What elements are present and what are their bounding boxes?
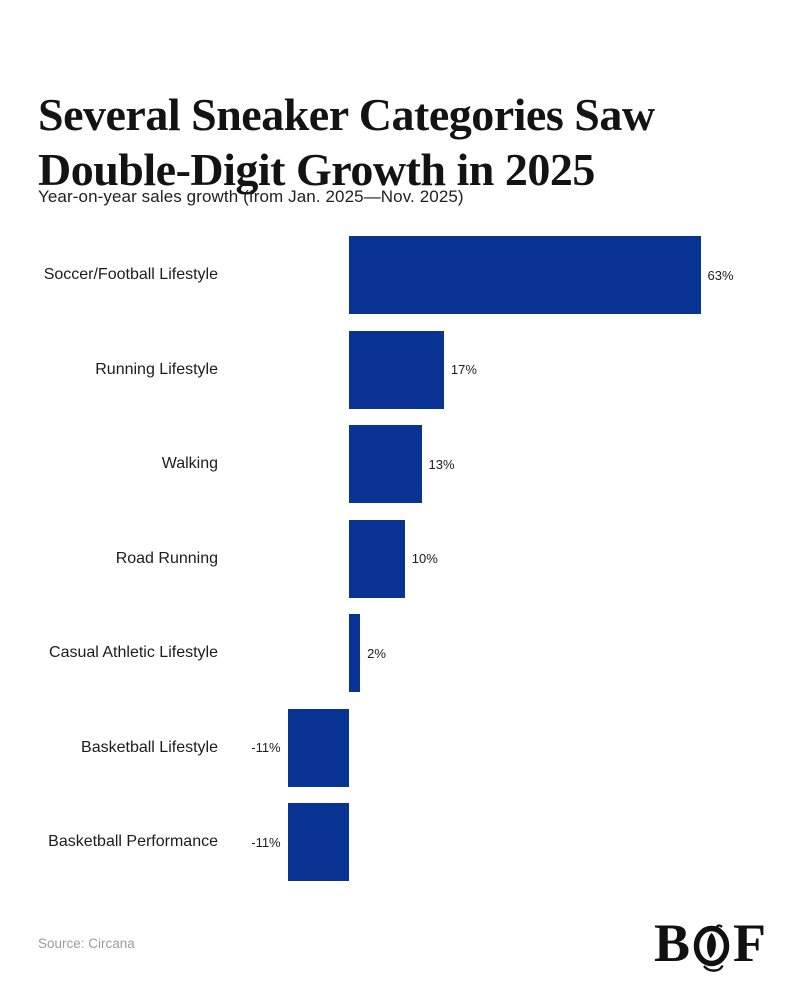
bar-chart: Soccer/Football Lifestyle 63% Running Life…	[0, 228, 800, 890]
bar	[287, 803, 349, 882]
category-label: Running Lifestyle	[95, 360, 218, 378]
bar	[287, 708, 349, 787]
chart-row: Basketball Lifestyle -11%	[0, 701, 800, 796]
logo-letter-f: F	[733, 913, 766, 973]
category-label: Walking	[161, 455, 218, 473]
chart-row: Soccer/Football Lifestyle 63%	[0, 228, 800, 323]
bar	[349, 425, 422, 504]
value-label: -11%	[251, 740, 281, 756]
logo-o-icon	[691, 916, 732, 974]
category-label: Casual Athletic Lifestyle	[49, 644, 218, 662]
value-label: 2%	[367, 645, 386, 661]
bar	[349, 614, 361, 693]
page-title: Several Sneaker Categories Saw Double-Dig…	[38, 87, 778, 197]
bof-logo: B F	[654, 916, 766, 974]
category-label: Basketball Lifestyle	[81, 738, 218, 756]
title-line: Several Sneaker Categories Saw	[38, 88, 655, 140]
category-label: Basketball Performance	[48, 833, 218, 851]
chart-row: Basketball Performance -11%	[0, 795, 800, 890]
value-label: -11%	[251, 834, 281, 850]
bar	[349, 236, 701, 315]
value-label: 17%	[450, 362, 477, 378]
bar	[349, 519, 405, 598]
chart-subtitle: Year-on-year sales growth (from Jan. 202…	[38, 187, 464, 206]
title-line: Double-Digit Growth in 2025	[38, 143, 595, 195]
value-label: 63%	[707, 267, 734, 283]
chart-row: Running Lifestyle 17%	[0, 323, 800, 418]
category-label: Soccer/Football Lifestyle	[43, 266, 218, 284]
logo-letter-b: B	[653, 913, 690, 973]
value-label: 10%	[411, 551, 438, 567]
chart-row: Road Running 10%	[0, 512, 800, 607]
chart-row: Walking 13%	[0, 417, 800, 512]
source-note: Source: Circana	[38, 936, 135, 951]
value-label: 13%	[428, 456, 455, 472]
chart-row: Casual Athletic Lifestyle 2%	[0, 606, 800, 701]
bar	[349, 330, 444, 409]
category-label: Road Running	[115, 549, 218, 567]
